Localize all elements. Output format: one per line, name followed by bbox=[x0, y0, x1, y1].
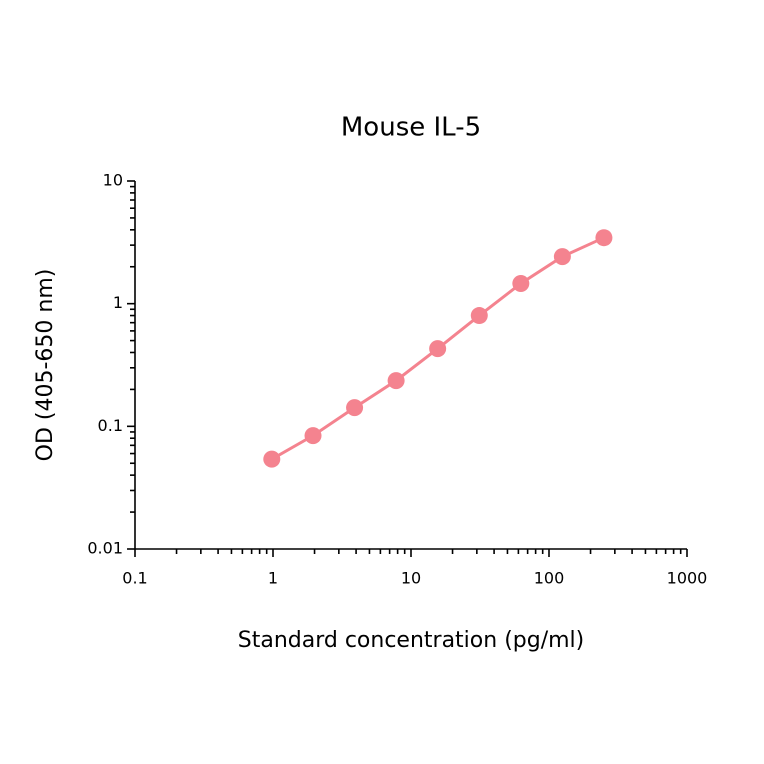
x-tick-label: 10 bbox=[401, 569, 421, 588]
data-point bbox=[595, 229, 613, 247]
y-axis-label: OD (405-650 nm) bbox=[33, 269, 58, 462]
data-point bbox=[387, 372, 405, 390]
data-point bbox=[346, 399, 364, 417]
data-point bbox=[470, 307, 488, 325]
x-tick-label: 1000 bbox=[667, 569, 708, 588]
data-point bbox=[263, 450, 281, 468]
x-tick-label: 0.1 bbox=[122, 569, 147, 588]
y-tick-label: 0.1 bbox=[98, 416, 123, 435]
data-point bbox=[429, 340, 447, 358]
data-point bbox=[512, 275, 530, 293]
y-tick-label: 0.01 bbox=[87, 539, 123, 558]
x-tick-label: 100 bbox=[534, 569, 565, 588]
y-tick-label: 10 bbox=[103, 171, 123, 190]
y-tick-label: 1 bbox=[113, 293, 123, 312]
data-point bbox=[553, 248, 571, 266]
data-point bbox=[304, 427, 322, 445]
chart-title: Mouse IL-5 bbox=[341, 113, 481, 143]
x-axis-label: Standard concentration (pg/ml) bbox=[238, 628, 585, 653]
x-tick-label: 1 bbox=[268, 569, 278, 588]
